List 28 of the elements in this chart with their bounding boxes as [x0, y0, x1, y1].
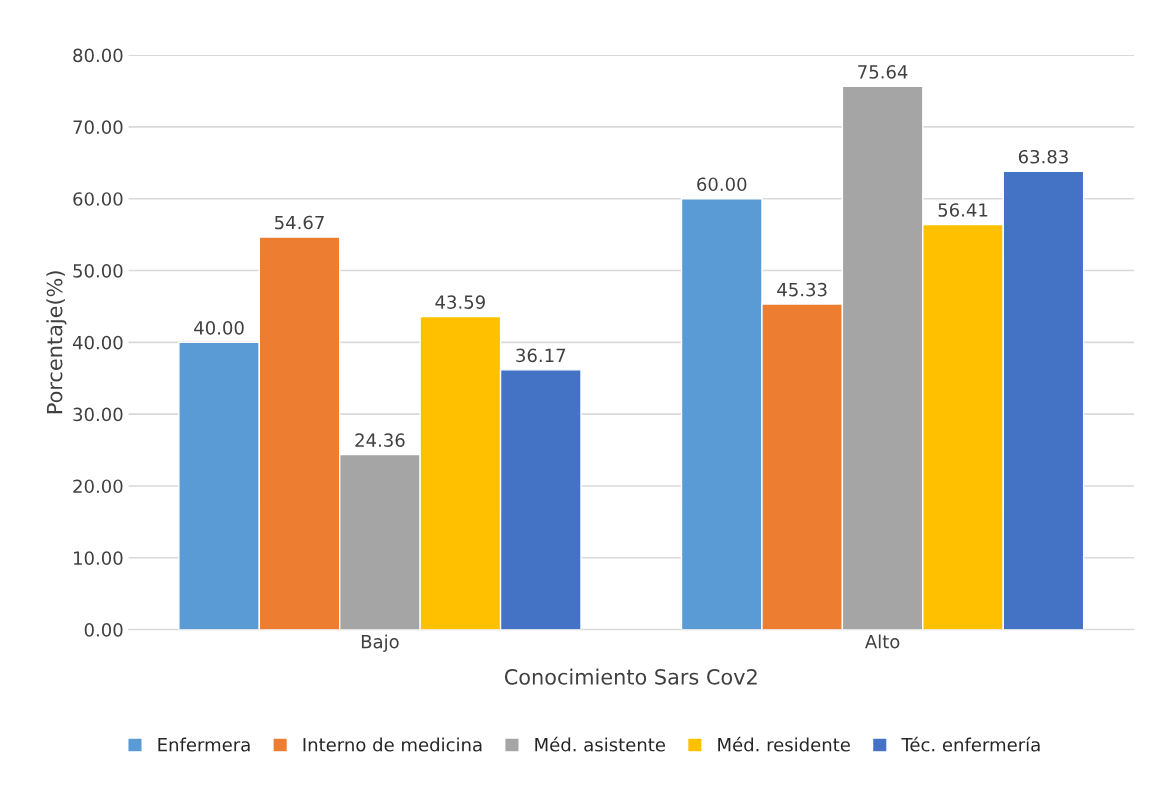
y-tick-label: 0.00	[84, 623, 123, 637]
data-label: 60.00	[697, 177, 747, 192]
x-axis-title: Conocimiento Sars Cov2	[504, 668, 757, 685]
data-label: 56.41	[938, 203, 988, 217]
x-tick-label: Bajo	[361, 634, 399, 652]
data-label: 40.00	[194, 321, 244, 335]
data-label: 24.36	[355, 433, 405, 447]
y-tick-label: 20.00	[73, 479, 123, 494]
legend-label: Interno de medicina	[303, 737, 482, 752]
legend-label: Méd. residente	[718, 736, 850, 752]
data-label: 45.33	[777, 282, 827, 297]
y-axis-title: Porcentaje(%)	[46, 271, 67, 414]
data-label: 36.17	[516, 348, 566, 363]
y-tick-label: 60.00	[73, 192, 123, 206]
y-tick-label: 80.00	[73, 48, 123, 63]
x-tick-label: Alto	[864, 634, 900, 649]
legend-label: Téc. enfermería	[901, 736, 1040, 752]
data-label: 43.59	[435, 295, 485, 309]
legend-label: Enfermera	[158, 737, 250, 752]
y-tick-label: 10.00	[74, 551, 123, 565]
data-label: 75.64	[858, 65, 908, 79]
y-tick-label: 40.00	[72, 335, 123, 350]
y-tick-label: 70.00	[73, 120, 123, 135]
y-tick-label: 50.00	[73, 263, 123, 278]
y-tick-label: 30.00	[73, 407, 123, 422]
legend-label: Méd. asistente	[535, 736, 665, 752]
data-label: 54.67	[275, 215, 324, 230]
data-label: 63.83	[1018, 149, 1068, 164]
